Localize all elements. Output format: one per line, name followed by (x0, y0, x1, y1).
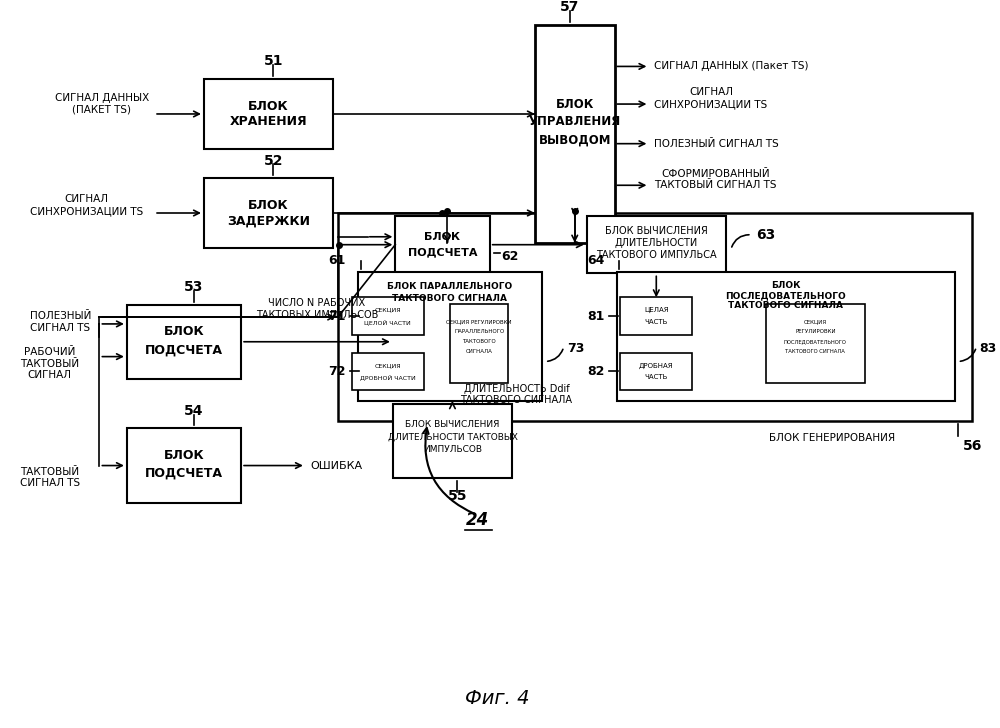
Text: ТАКТОВОГО СИГНАЛА: ТАКТОВОГО СИГНАЛА (728, 301, 843, 310)
Bar (395, 216, 490, 274)
Text: БЛОК: БЛОК (424, 232, 460, 242)
Text: 62: 62 (502, 250, 519, 263)
Text: ЧАСТЬ: ЧАСТЬ (645, 374, 668, 381)
Text: ОШИБКА: ОШИБКА (311, 461, 363, 470)
Text: 63: 63 (756, 228, 775, 242)
Bar (338, 213, 972, 421)
Text: ПОСЛЕДОВАТЕЛЬНОГО: ПОСЛЕДОВАТЕЛЬНОГО (725, 291, 846, 300)
Bar (620, 352, 692, 390)
Text: ДЛИТЕЛЬНОСТИ: ДЛИТЕЛЬНОСТИ (615, 238, 698, 248)
Text: ТАКТОВОГО СИГНАЛА: ТАКТОВОГО СИГНАЛА (785, 349, 845, 354)
Text: БЛОК ВЫЧИСЛЕНИЯ: БЛОК ВЫЧИСЛЕНИЯ (605, 226, 708, 236)
Text: ПОДСЧЕТА: ПОДСЧЕТА (145, 467, 223, 480)
Text: ЗАДЕРЖКИ: ЗАДЕРЖКИ (227, 215, 310, 227)
Text: 81: 81 (587, 309, 605, 323)
Text: 54: 54 (184, 403, 204, 418)
Bar (127, 304, 241, 379)
Text: СЕКЦИЯ: СЕКЦИЯ (804, 320, 827, 325)
Text: СИГНАЛ ДАННЫХ
(ПАКЕТ TS): СИГНАЛ ДАННЫХ (ПАКЕТ TS) (55, 93, 149, 115)
Bar (450, 304, 508, 384)
Text: 71: 71 (329, 309, 346, 323)
Text: БЛОК: БЛОК (248, 100, 289, 113)
Text: ВЫВОДОМ: ВЫВОДОМ (538, 133, 611, 146)
Text: ИМПУЛЬСОВ: ИМПУЛЬСОВ (423, 446, 482, 454)
Text: СИГНАЛ ДАННЫХ (Пакет TS): СИГНАЛ ДАННЫХ (Пакет TS) (654, 61, 809, 71)
Text: ПОДСЧЕТА: ПОДСЧЕТА (408, 248, 477, 258)
Text: 73: 73 (567, 342, 584, 355)
Text: СИГНАЛА: СИГНАЛА (466, 349, 493, 354)
Text: ЧАСТЬ: ЧАСТЬ (645, 319, 668, 325)
Text: 51: 51 (264, 55, 283, 68)
Text: БЛОК ВЫЧИСЛЕНИЯ: БЛОК ВЫЧИСЛЕНИЯ (405, 421, 500, 430)
Text: 82: 82 (587, 365, 605, 378)
Text: УПРАВЛЕНИЯ: УПРАВЛЕНИЯ (529, 115, 621, 128)
Text: Фиг. 4: Фиг. 4 (465, 689, 529, 708)
Bar (587, 216, 726, 274)
Text: ПОЛЕЗНЫЙ
СИГНАЛ TS: ПОЛЕЗНЫЙ СИГНАЛ TS (30, 311, 91, 333)
Text: 61: 61 (329, 254, 346, 267)
Text: 53: 53 (184, 280, 204, 294)
Text: БЛОК: БЛОК (771, 281, 800, 290)
Bar (535, 25, 615, 242)
Text: 72: 72 (329, 365, 346, 378)
Text: БЛОК ПАРАЛЛЕЛЬНОГО: БЛОК ПАРАЛЛЕЛЬНОГО (387, 282, 513, 291)
Text: ПОЛЕЗНЫЙ СИГНАЛ TS: ПОЛЕЗНЫЙ СИГНАЛ TS (654, 138, 779, 149)
Text: СФОРМИРОВАННЫЙ
ТАКТОВЫЙ СИГНАЛ TS: СФОРМИРОВАННЫЙ ТАКТОВЫЙ СИГНАЛ TS (654, 168, 777, 190)
Text: БЛОК: БЛОК (164, 449, 204, 462)
Text: ПАРАЛЛЕЛЬНОГО: ПАРАЛЛЕЛЬНОГО (454, 329, 504, 334)
Text: 57: 57 (560, 0, 579, 14)
Text: ТАКТОВОГО СИГНАЛА: ТАКТОВОГО СИГНАЛА (392, 294, 507, 303)
Text: ПОСЛЕДОВАТЕЛЬНОГО: ПОСЛЕДОВАТЕЛЬНОГО (784, 339, 847, 344)
Text: ЧИСЛО N РАБОЧИХ
ТАКТОВЫХ ИМПУЛЬСОВ: ЧИСЛО N РАБОЧИХ ТАКТОВЫХ ИМПУЛЬСОВ (256, 298, 378, 320)
Text: СЕКЦИЯ: СЕКЦИЯ (374, 307, 401, 312)
Bar (393, 403, 512, 478)
Text: СИГНАЛ
СИНХРОНИЗАЦИИ TS: СИГНАЛ СИНХРОНИЗАЦИИ TS (654, 87, 768, 109)
Text: БЛОК: БЛОК (556, 98, 594, 111)
Text: ДРОБНАЯ: ДРОБНАЯ (639, 363, 674, 368)
Text: ТАКТОВОГО ИМПУЛЬСА: ТАКТОВОГО ИМПУЛЬСА (596, 250, 717, 260)
Text: 56: 56 (963, 439, 982, 453)
Text: СИГНАЛ
СИНХРОНИЗАЦИИ TS: СИГНАЛ СИНХРОНИЗАЦИИ TS (30, 194, 143, 216)
Text: 64: 64 (587, 254, 605, 267)
Text: 24: 24 (466, 511, 489, 529)
Text: РЕГУЛИРОВКИ: РЕГУЛИРОВКИ (795, 329, 836, 334)
Text: БЛОК ГЕНЕРИРОВАНИЯ: БЛОК ГЕНЕРИРОВАНИЯ (769, 433, 895, 443)
Text: БЛОК: БЛОК (164, 325, 204, 339)
Bar (620, 297, 692, 335)
Text: 83: 83 (979, 342, 997, 355)
Text: СЕКЦИЯ РЕГУЛИРОВКИ: СЕКЦИЯ РЕГУЛИРОВКИ (446, 320, 512, 325)
Text: 52: 52 (264, 154, 283, 167)
Text: СЕКЦИЯ: СЕКЦИЯ (374, 363, 401, 368)
Bar (358, 272, 542, 401)
Text: ЦЕЛОЙ ЧАСТИ: ЦЕЛОЙ ЧАСТИ (364, 319, 411, 325)
Bar (352, 297, 424, 335)
Text: ТАКТОВЫЙ
СИГНАЛ TS: ТАКТОВЫЙ СИГНАЛ TS (20, 467, 80, 488)
Text: РАБОЧИЙ
ТАКТОВЫЙ
СИГНАЛ: РАБОЧИЙ ТАКТОВЫЙ СИГНАЛ (20, 347, 79, 380)
Text: ТАКТОВОГО: ТАКТОВОГО (462, 339, 496, 344)
Text: ДЛИТЕЛЬНОСТЬ Ddif
ТАКТОВОГО СИГНАЛА: ДЛИТЕЛЬНОСТЬ Ddif ТАКТОВОГО СИГНАЛА (460, 384, 572, 405)
Bar (127, 428, 241, 503)
Bar (766, 304, 865, 384)
Text: ПОДСЧЕТА: ПОДСЧЕТА (145, 343, 223, 356)
Text: 55: 55 (448, 488, 467, 503)
Text: ДЛИТЕЛЬНОСТИ ТАКТОВЫХ: ДЛИТЕЛЬНОСТИ ТАКТОВЫХ (388, 432, 517, 441)
Text: БЛОК: БЛОК (248, 199, 289, 212)
Text: ЦЕЛАЯ: ЦЕЛАЯ (644, 307, 669, 313)
Text: ДРОБНОЙ ЧАСТИ: ДРОБНОЙ ЧАСТИ (360, 374, 416, 380)
Bar (204, 178, 333, 248)
Bar (352, 352, 424, 390)
Text: ХРАНЕНИЯ: ХРАНЕНИЯ (230, 115, 307, 128)
Bar (617, 272, 955, 401)
Bar (204, 79, 333, 149)
